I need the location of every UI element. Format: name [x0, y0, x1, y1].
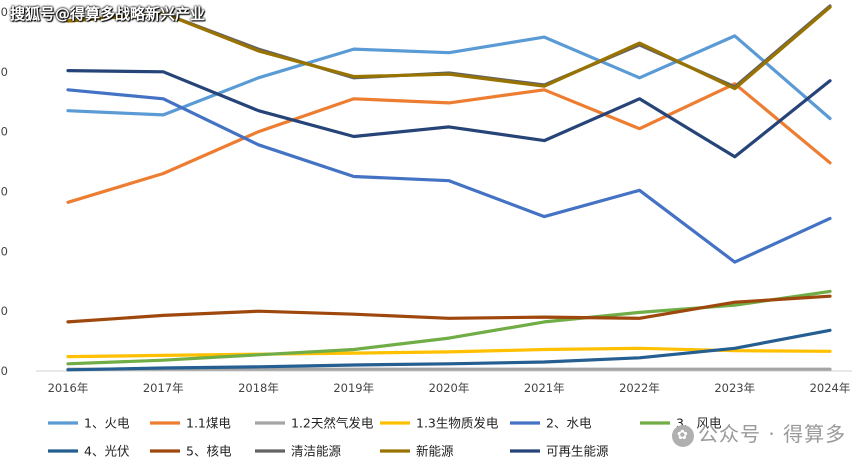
- series-line-11: [66, 68, 832, 159]
- series-line-7: [66, 328, 832, 372]
- series-line-1: [66, 34, 832, 121]
- top-watermark: 搜狐号@得算多战略新兴产业: [10, 5, 206, 23]
- x-tick-label: 2018年: [238, 381, 279, 395]
- legend-label: 4、光伏: [84, 444, 130, 459]
- x-tick-label: 2024年: [810, 381, 851, 395]
- y-tick-label: 0: [1, 244, 8, 258]
- x-tick-label: 2022年: [619, 381, 660, 395]
- legend-label: 5、核电: [186, 444, 232, 459]
- legend: 1、火电 1.1煤电 1.2天然气发电 1.3生物质发电 2、水电 3、风电4、光伏 5、核…: [48, 416, 722, 459]
- bottom-watermark: ✿ 公众号 · 得算多: [672, 418, 846, 447]
- y-tick-label: 0: [1, 185, 8, 199]
- series-line-2: [66, 82, 832, 204]
- y-tick-label: 0: [1, 65, 8, 79]
- bottom-watermark-text: 公众号 · 得算多: [698, 422, 847, 446]
- legend-label: 清洁能源: [291, 444, 342, 459]
- y-tick-label: 0: [1, 125, 8, 139]
- y-tick-label: 0: [1, 364, 8, 378]
- legend-label: 2、水电: [546, 416, 592, 431]
- x-tick-label: 2019年: [333, 381, 374, 395]
- legend-label: 1.3生物质发电: [416, 416, 499, 431]
- legend-label: 可再生能源: [546, 444, 609, 459]
- y-tick-label: 0: [1, 304, 8, 318]
- series-layer: [66, 4, 832, 372]
- series-line-10: [66, 5, 832, 91]
- x-tick-label: 2023年: [714, 381, 755, 395]
- x-tick-label: 2016年: [48, 381, 89, 395]
- x-tick-label: 2017年: [143, 381, 184, 395]
- x-tick-label: 2021年: [524, 381, 565, 395]
- legend-label: 1.2天然气发电: [291, 416, 374, 431]
- wechat-icon: ✿: [672, 424, 694, 447]
- y-tick-label: 0: [1, 5, 8, 19]
- x-tick-label: 2020年: [429, 381, 470, 395]
- legend-label: 1、火电: [84, 416, 130, 431]
- series-line-8: [66, 294, 832, 324]
- legend-label: 新能源: [416, 444, 454, 459]
- legend-label: 1.1煤电: [186, 416, 231, 431]
- axis-layer: 0 0 0 0 0 0 0 2016年 2017年 2018年 2019年 2020年 2021年 202…: [1, 5, 852, 395]
- series-line-5: [66, 88, 832, 264]
